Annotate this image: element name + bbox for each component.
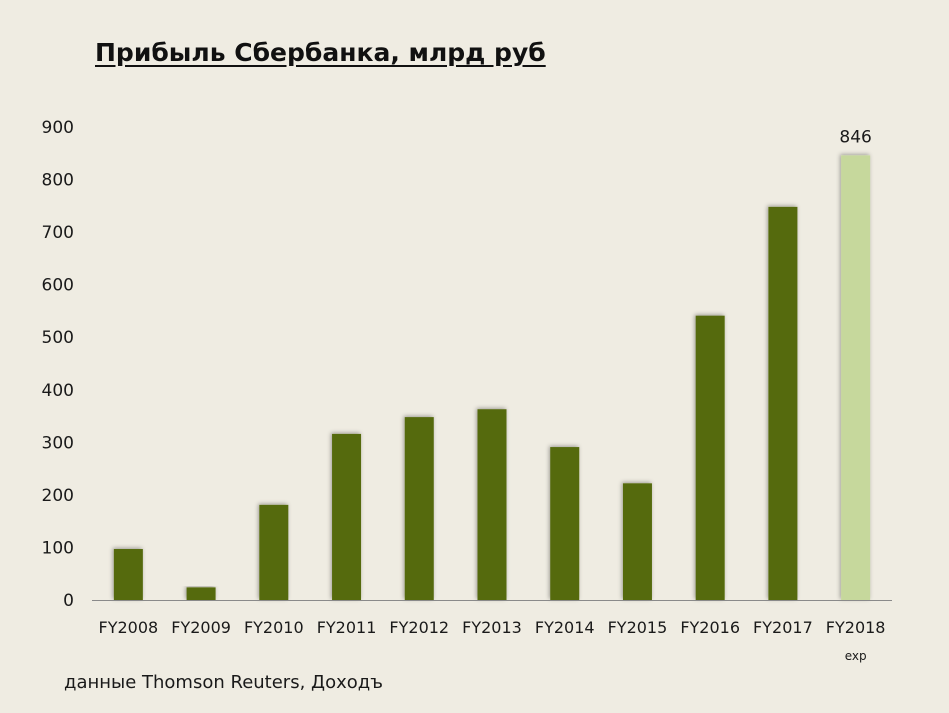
bar-fy2014 xyxy=(550,447,580,600)
bar-fy2008 xyxy=(113,549,143,600)
y-tick-label: 400 xyxy=(42,381,74,401)
source-note: данные Thomson Reuters, Доходъ xyxy=(64,672,383,693)
x-axis-tick-labels: FY2008 FY2009 FY2010 FY2011 FY2012 FY2013 FY20… xyxy=(99,618,886,663)
x-tick-label: FY2014 xyxy=(535,618,595,637)
y-tick-label: 600 xyxy=(42,276,74,296)
x-tick-label: FY2012 xyxy=(389,618,449,637)
bar-fy2016 xyxy=(695,315,725,600)
y-tick-label: 500 xyxy=(42,328,74,348)
chart-title: Прибыль Сбербанка, млрд руб xyxy=(95,38,546,67)
y-tick-label: 0 xyxy=(63,591,74,611)
bar-fy2011 xyxy=(332,433,362,600)
x-tick-label: FY2016 xyxy=(680,618,740,637)
y-tick-label: 300 xyxy=(42,433,74,453)
x-tick-label: FY2015 xyxy=(608,618,668,637)
bars xyxy=(113,155,871,600)
y-tick-label: 200 xyxy=(42,486,74,506)
bar-fy2010 xyxy=(259,504,289,600)
y-tick-label: 700 xyxy=(42,223,74,243)
x-tick-label: FY2017 xyxy=(753,618,813,637)
x-tick-label: FY2013 xyxy=(462,618,522,637)
x-tick-sublabel: exp xyxy=(845,649,867,663)
bar-fy2018 xyxy=(841,155,871,600)
bar-fy2015 xyxy=(622,483,652,600)
y-axis-tick-labels: 0 100 200 300 400 500 600 700 800 900 xyxy=(42,118,74,611)
bar-fy2013 xyxy=(477,409,507,600)
y-tick-label: 800 xyxy=(42,171,74,191)
x-tick-label: FY2018 xyxy=(826,618,886,637)
y-tick-label: 100 xyxy=(42,538,74,558)
x-tick-label: FY2008 xyxy=(99,618,159,637)
bar-fy2012 xyxy=(404,417,434,600)
x-tick-label: FY2011 xyxy=(317,618,377,637)
data-label: 846 xyxy=(839,127,871,147)
bar-fy2017 xyxy=(768,206,798,600)
bar-fy2009 xyxy=(186,587,216,600)
x-tick-label: FY2009 xyxy=(171,618,231,637)
y-tick-label: 900 xyxy=(42,118,74,138)
x-tick-label: FY2010 xyxy=(244,618,304,637)
data-labels: 846 xyxy=(839,127,871,147)
